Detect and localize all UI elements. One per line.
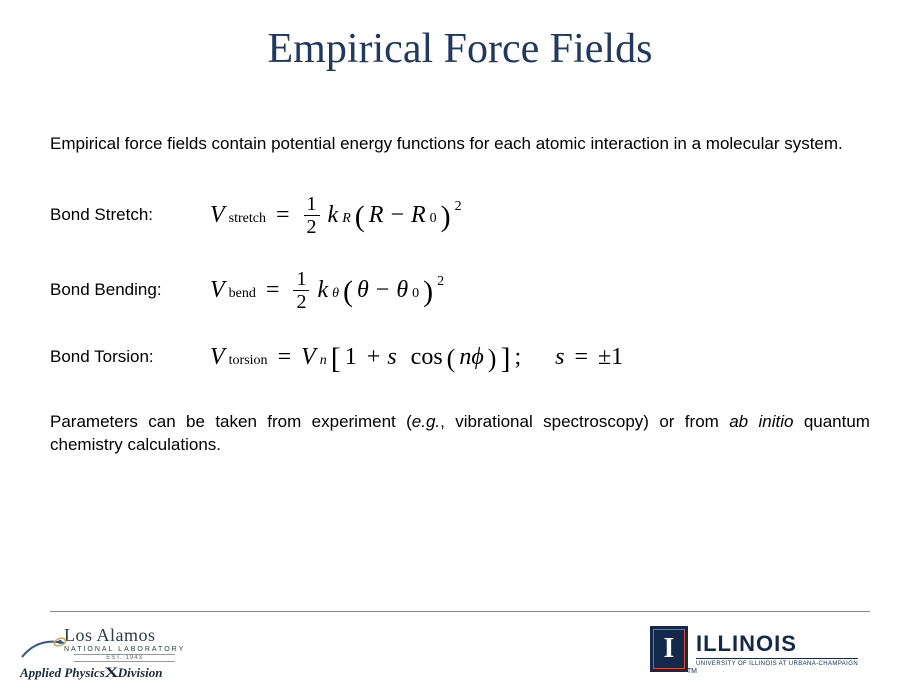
logo-los-alamos: Los Alamos NATIONAL LABORATORY EST. 1943… <box>20 625 220 682</box>
footer-divider <box>50 611 870 612</box>
outro-eg: e.g. <box>412 412 440 431</box>
outro-ab: ab initio <box>729 412 793 431</box>
equation-row-bend: Bond Bending: Vbend = 12 kθ (θ−θ0)2 <box>50 269 870 312</box>
illinois-tm: TM <box>687 668 697 675</box>
illinois-sub-text: UNIVERSITY OF ILLINOIS AT URBANA-CHAMPAI… <box>696 661 858 667</box>
illinois-block-icon: I TM <box>650 626 688 672</box>
logo-illinois: I TM ILLINOIS UNIVERSITY OF ILLINOIS AT … <box>650 626 880 672</box>
lanl-est-text: EST. 1943 <box>74 654 175 662</box>
equation-label-stretch: Bond Stretch: <box>50 205 210 225</box>
lanl-natlab-text: NATIONAL LABORATORY <box>64 646 185 653</box>
lanl-x-icon: X <box>104 665 118 682</box>
equation-formula-torsion: Vtorsion = Vn [1+scos(nϕ)]; s=±1 <box>210 344 623 371</box>
lanl-div-pre: Applied Physics <box>20 665 105 680</box>
equation-formula-stretch: Vstretch = 12 kR (R−R0)2 <box>210 194 462 237</box>
intro-paragraph: Empirical force fields contain potential… <box>50 133 870 156</box>
slide-title: Empirical Force Fields <box>50 25 870 73</box>
equation-row-torsion: Bond Torsion: Vtorsion = Vn [1+scos(nϕ)]… <box>50 344 870 371</box>
equation-formula-bend: Vbend = 12 kθ (θ−θ0)2 <box>210 269 444 312</box>
outro-mid: , vibrational spectroscopy) or from <box>440 412 729 431</box>
lanl-div-post: Division <box>118 665 163 680</box>
lanl-swoosh-icon <box>20 633 68 663</box>
outro-pre: Parameters can be taken from experiment … <box>50 412 412 431</box>
lanl-division-text: Applied PhysicsXDivision <box>20 665 220 682</box>
equation-label-bend: Bond Bending: <box>50 280 210 300</box>
slide-container: Empirical Force Fields Empirical force f… <box>0 0 920 690</box>
illinois-letter: I <box>664 633 675 665</box>
outro-paragraph: Parameters can be taken from experiment … <box>50 411 870 457</box>
equation-label-torsion: Bond Torsion: <box>50 347 210 367</box>
illinois-main-text: ILLINOIS <box>696 631 858 659</box>
lanl-main-text: Los Alamos <box>64 625 185 646</box>
equation-row-stretch: Bond Stretch: Vstretch = 12 kR (R−R0)2 <box>50 194 870 237</box>
